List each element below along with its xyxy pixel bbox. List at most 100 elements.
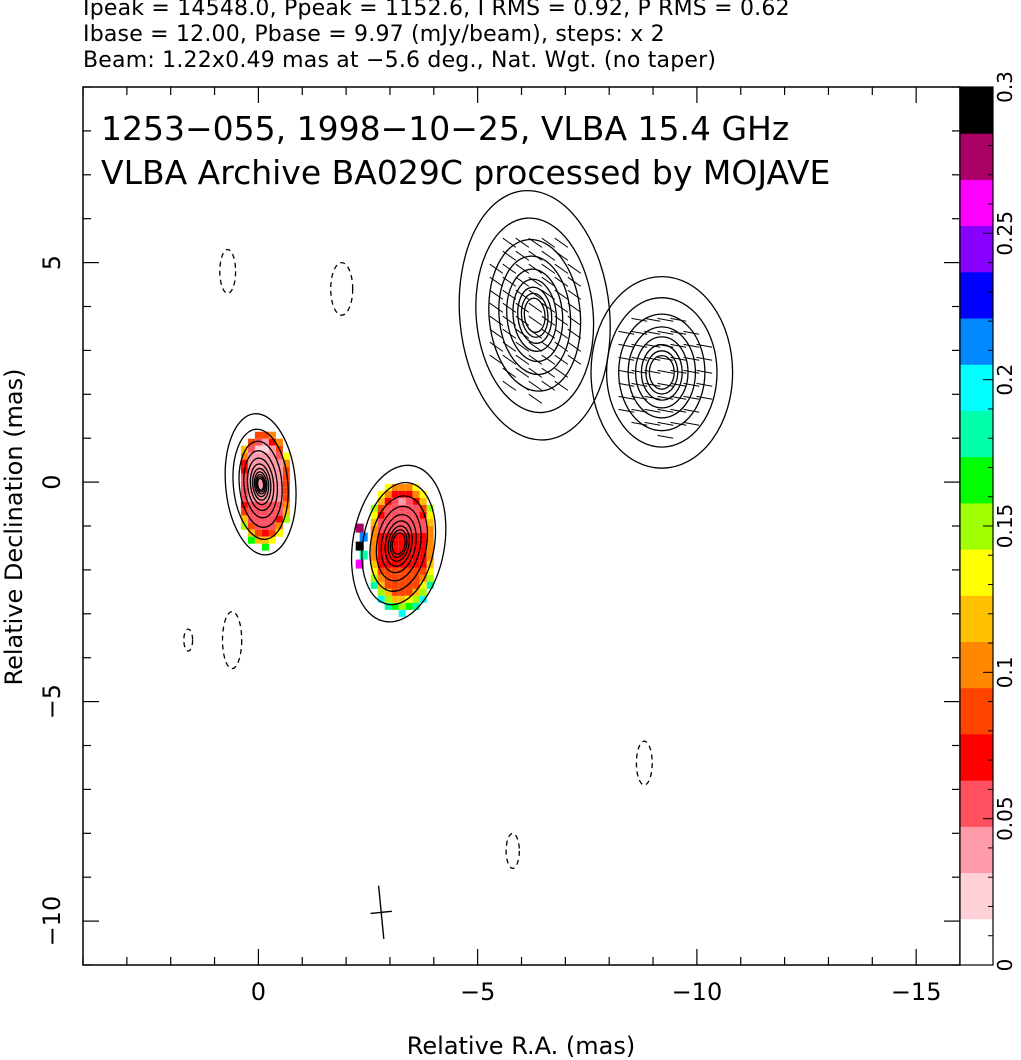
evpa-vector — [541, 367, 556, 378]
evpa-vector — [683, 330, 700, 335]
pol-pixel-core — [254, 529, 262, 537]
evpa-vector — [618, 343, 635, 348]
contour-core — [238, 440, 283, 528]
evpa-vector — [670, 343, 687, 348]
y-tick-label: −10 — [38, 896, 66, 947]
evpa-vector — [657, 408, 674, 413]
pol-pixel-inner-jet — [384, 518, 392, 526]
evpa-vector — [657, 382, 674, 387]
pol-pixel-inner-jet — [412, 553, 420, 561]
contour-core — [255, 473, 267, 495]
pol-pixel-core — [254, 501, 262, 509]
pol-pixel-core — [254, 445, 262, 453]
evpa-vector — [657, 395, 674, 400]
pol-pixel-core — [261, 515, 269, 523]
contour-knot-ne — [498, 255, 572, 376]
evpa-vector — [644, 421, 661, 426]
evpa-vector — [541, 237, 556, 248]
pol-pixel-inner-jet — [412, 602, 420, 610]
pol-pixel-inner-jet — [398, 483, 406, 491]
contour-layer — [183, 189, 734, 939]
pol-pixel-core — [261, 543, 269, 551]
colorbar-band — [960, 87, 993, 134]
pol-pixel-core — [275, 473, 283, 481]
pol-pixel-inner-jet — [384, 497, 392, 505]
evpa-vector — [554, 237, 569, 248]
pol-pixel-inner-jet — [419, 497, 427, 505]
pol-pixel-inner-jet — [398, 532, 406, 540]
pol-pixel-inner-jet — [377, 581, 385, 589]
evpa-vector — [515, 367, 530, 378]
evpa-vector — [644, 395, 661, 400]
colorbar-band — [960, 179, 993, 227]
pol-pixel-inner-jet — [398, 553, 406, 561]
evpa-vector — [528, 328, 543, 339]
pol-pixel-inner-jet — [426, 553, 434, 561]
pol-pixel-core — [268, 487, 276, 495]
evpa-vector — [554, 263, 569, 274]
pol-pixel-core — [254, 480, 262, 488]
pol-pixel-inner-jet — [384, 483, 392, 491]
evpa-vector — [515, 237, 530, 248]
y-axis-label: Relative Declination (mas) — [0, 368, 28, 685]
pol-pixel-inner-jet — [377, 504, 385, 512]
colorbar-band — [960, 918, 993, 966]
pol-pixel-inner-jet — [426, 525, 434, 533]
evpa-vector — [528, 367, 543, 378]
pol-pixel-core — [240, 494, 248, 502]
pol-pixel-core — [268, 452, 276, 460]
pol-pixel-core — [261, 438, 269, 446]
evpa-vector — [670, 395, 687, 400]
pol-pixel-inner-jet — [412, 567, 420, 575]
pol-pixel-core — [254, 452, 262, 460]
pol-pixel-core — [275, 522, 283, 530]
pol-pixel-inner-jet — [419, 511, 427, 519]
pol-pixel-core — [240, 459, 248, 467]
pol-pixel-inner-jet — [426, 567, 434, 575]
pol-pixel-core — [275, 480, 283, 488]
contour-core — [256, 476, 265, 493]
evpa-vector — [528, 354, 543, 365]
pol-pixel-inner-jet — [405, 518, 413, 526]
evpa-vector — [554, 250, 569, 261]
evpa-vector — [696, 395, 713, 400]
pol-pixel-core — [247, 480, 255, 488]
pol-pixel-inner-jet — [419, 553, 427, 561]
pol-pixel-inner-jet — [398, 504, 406, 512]
evpa-vector — [489, 263, 504, 274]
pol-pixel-inner-jet — [377, 595, 385, 603]
pol-pixel-core — [268, 515, 276, 523]
contour-knot-e — [590, 275, 734, 469]
evpa-vector — [644, 356, 661, 361]
contour-knot-e — [634, 336, 689, 409]
contour-knot-ne — [488, 238, 582, 392]
pol-pixel-core — [240, 508, 248, 516]
contour-core — [253, 471, 268, 498]
pol-pixel-core — [261, 487, 269, 495]
evpa-vector — [541, 341, 556, 352]
pol-pixel-inner-jet — [398, 511, 406, 519]
evpa-vector — [644, 330, 661, 335]
pol-pixel-inner-jet — [398, 602, 406, 610]
pol-pixel-inner-jet — [370, 553, 378, 561]
evpa-vector — [696, 356, 713, 361]
evpa-vector — [541, 250, 556, 261]
pol-pixel-inner-jet — [426, 581, 434, 589]
evpa-vector — [657, 317, 674, 322]
colorbar-tick-label: 0.3 — [993, 71, 1017, 103]
evpa-vector — [696, 369, 713, 374]
source-annotation: 1253−055, 1998−10−25, VLBA 15.4 GHz — [101, 109, 789, 148]
colorbar-band — [960, 549, 993, 596]
pol-pixel-inner-jet — [398, 588, 406, 596]
evpa-vector — [489, 341, 504, 352]
evpa-vector — [670, 330, 687, 335]
evpa-vector — [567, 341, 582, 352]
evpa-vector — [644, 317, 661, 322]
pol-pixel-core — [275, 529, 283, 537]
pol-pixel-inner-jet — [384, 595, 392, 603]
pol-pixel-core — [275, 487, 283, 495]
pol-pixel-inner-jet — [391, 546, 399, 554]
contour-core — [257, 477, 265, 491]
pol-pixel-core — [268, 501, 276, 509]
